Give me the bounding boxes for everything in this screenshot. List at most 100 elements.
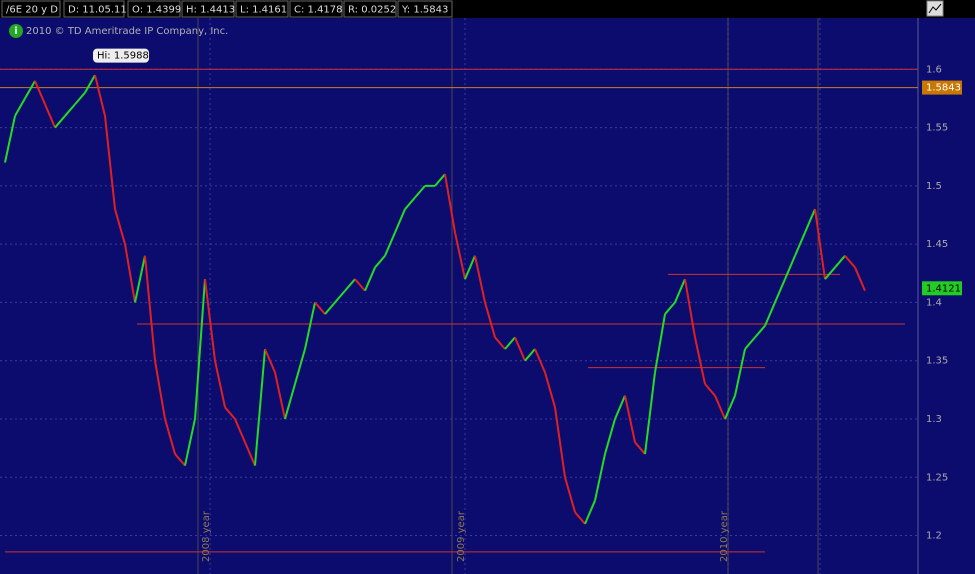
header-field: R: 0.0252 bbox=[348, 5, 396, 16]
price-segment bbox=[564, 476, 576, 513]
y-tick-label: 1.2 bbox=[926, 531, 942, 542]
info-glyph: i bbox=[14, 26, 17, 37]
header-field: Y: 1.5843 bbox=[401, 5, 448, 16]
header-box bbox=[181, 0, 235, 18]
price-segment bbox=[314, 301, 326, 315]
price-segment bbox=[834, 255, 846, 269]
price-segment bbox=[294, 348, 306, 385]
price-segment bbox=[104, 115, 116, 210]
price-segment bbox=[324, 301, 336, 315]
price-segment bbox=[724, 395, 736, 420]
price-segment bbox=[214, 360, 226, 408]
price-segment bbox=[134, 255, 146, 303]
price-tag bbox=[922, 281, 962, 296]
price-segment bbox=[344, 278, 356, 292]
price-segment bbox=[144, 255, 156, 361]
price-segment bbox=[114, 208, 126, 245]
header-field: C: 1.4178 bbox=[294, 5, 343, 16]
price-segment bbox=[124, 243, 136, 303]
y-tick-label: 1.4 bbox=[926, 297, 942, 308]
price-segment bbox=[94, 74, 106, 117]
y-tick-label: 1.5 bbox=[926, 181, 942, 192]
price-segment bbox=[384, 232, 396, 257]
price-segment bbox=[414, 185, 426, 199]
price-tag-label: 1.5843 bbox=[926, 83, 961, 94]
price-segment bbox=[814, 209, 826, 280]
price-segment bbox=[744, 336, 756, 350]
price-segment bbox=[554, 407, 566, 478]
price-segment bbox=[614, 395, 626, 420]
price-segment bbox=[774, 278, 786, 303]
price-segment bbox=[464, 255, 476, 280]
year-label: 2009 year bbox=[456, 510, 467, 562]
price-tag-label: 1.4121 bbox=[926, 283, 961, 294]
price-segment bbox=[354, 278, 366, 292]
price-segment bbox=[794, 232, 806, 257]
header-field: O: 1.4399 bbox=[132, 5, 181, 16]
price-segment bbox=[734, 348, 746, 396]
header-box bbox=[1, 0, 61, 18]
price-segment bbox=[674, 278, 686, 303]
year-label: 2008 year bbox=[201, 510, 212, 562]
price-segment bbox=[544, 372, 556, 408]
price-segment bbox=[604, 418, 616, 455]
price-segment bbox=[704, 383, 716, 397]
price-segment bbox=[74, 91, 86, 105]
price-segment bbox=[484, 302, 496, 338]
price-segment bbox=[844, 255, 856, 269]
price-segment bbox=[154, 360, 166, 420]
price-segment bbox=[804, 208, 816, 233]
price-segment bbox=[184, 418, 196, 466]
price-segment bbox=[524, 348, 536, 362]
price-segment bbox=[624, 395, 636, 443]
price-segment bbox=[824, 266, 836, 280]
price-segment bbox=[244, 441, 256, 466]
price-segment bbox=[84, 74, 96, 94]
price-segment bbox=[274, 372, 286, 420]
price-segment bbox=[594, 453, 606, 501]
price-segment bbox=[204, 278, 216, 361]
price-segment bbox=[454, 232, 466, 280]
price-segment bbox=[654, 313, 666, 373]
price-segment bbox=[514, 336, 526, 362]
price-segment bbox=[434, 173, 446, 187]
price-segment bbox=[574, 511, 586, 525]
price-segment bbox=[234, 418, 246, 443]
price-segment bbox=[534, 348, 546, 373]
info-icon[interactable] bbox=[9, 24, 23, 38]
price-segment bbox=[504, 336, 516, 350]
icon-glyph bbox=[928, 3, 942, 14]
price-segment bbox=[164, 418, 176, 455]
header-box bbox=[343, 0, 397, 18]
price-segment bbox=[474, 255, 486, 303]
price-segment bbox=[64, 103, 76, 117]
price-segment bbox=[584, 500, 596, 525]
price-segment bbox=[764, 302, 776, 327]
price-segment bbox=[264, 348, 276, 373]
price-segment bbox=[444, 174, 456, 233]
price-segment bbox=[684, 278, 696, 338]
header-box bbox=[397, 0, 453, 18]
price-segment bbox=[194, 279, 206, 420]
price-segment bbox=[34, 80, 46, 105]
price-segment bbox=[404, 196, 416, 210]
price-segment bbox=[854, 267, 866, 292]
y-tick-label: 1.6 bbox=[926, 64, 942, 75]
price-segment bbox=[284, 383, 296, 420]
y-tick-label: 1.3 bbox=[926, 414, 942, 425]
price-segment bbox=[334, 290, 346, 304]
price-tag bbox=[922, 80, 962, 95]
price-segment bbox=[224, 406, 236, 420]
header-field: L: 1.4161 bbox=[240, 5, 287, 16]
y-tick-label: 1.25 bbox=[926, 472, 948, 483]
price-segment bbox=[174, 453, 186, 467]
price-segment bbox=[374, 255, 386, 269]
hi-label: Hi: 1.5988 bbox=[97, 51, 149, 62]
price-segment bbox=[754, 325, 766, 339]
price-segment bbox=[694, 337, 706, 385]
price-segment bbox=[44, 103, 56, 128]
copyright: 2010 © TD Ameritrade IP Company, Inc. bbox=[26, 26, 228, 37]
